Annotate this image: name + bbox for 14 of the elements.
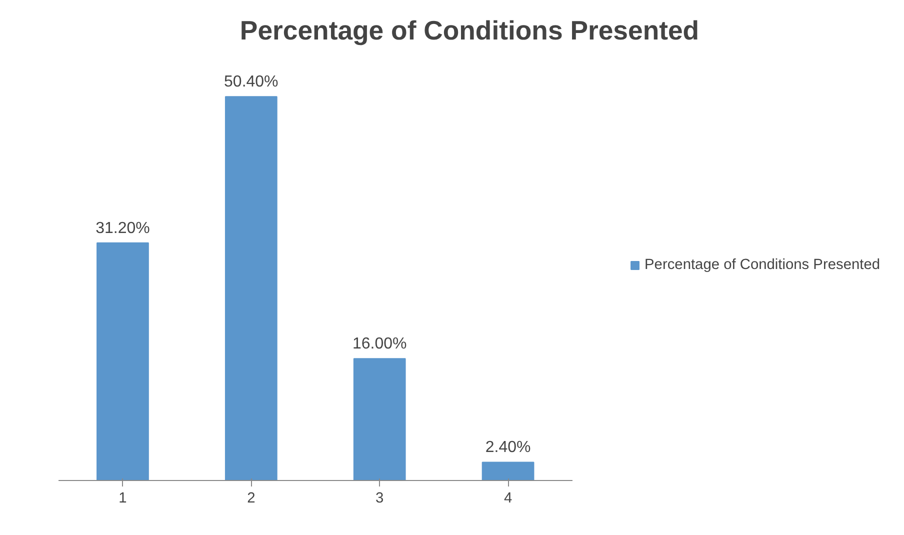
data-label: 16.00% — [352, 336, 407, 353]
chart-title: Percentage of Conditions Presented — [240, 16, 700, 46]
x-tick-label: 4 — [504, 490, 512, 506]
x-tick-label: 1 — [118, 490, 127, 506]
x-tick-label: 2 — [247, 490, 256, 506]
bar — [224, 96, 278, 480]
bar — [96, 242, 149, 480]
data-label: 2.40% — [485, 439, 531, 456]
bar — [482, 462, 534, 480]
data-label: 50.40% — [224, 74, 278, 91]
bar — [353, 358, 406, 480]
legend-label: Percentage of Conditions Presented — [644, 257, 880, 273]
data-label: 31.20% — [96, 220, 150, 237]
x-tick-label: 3 — [376, 490, 384, 506]
